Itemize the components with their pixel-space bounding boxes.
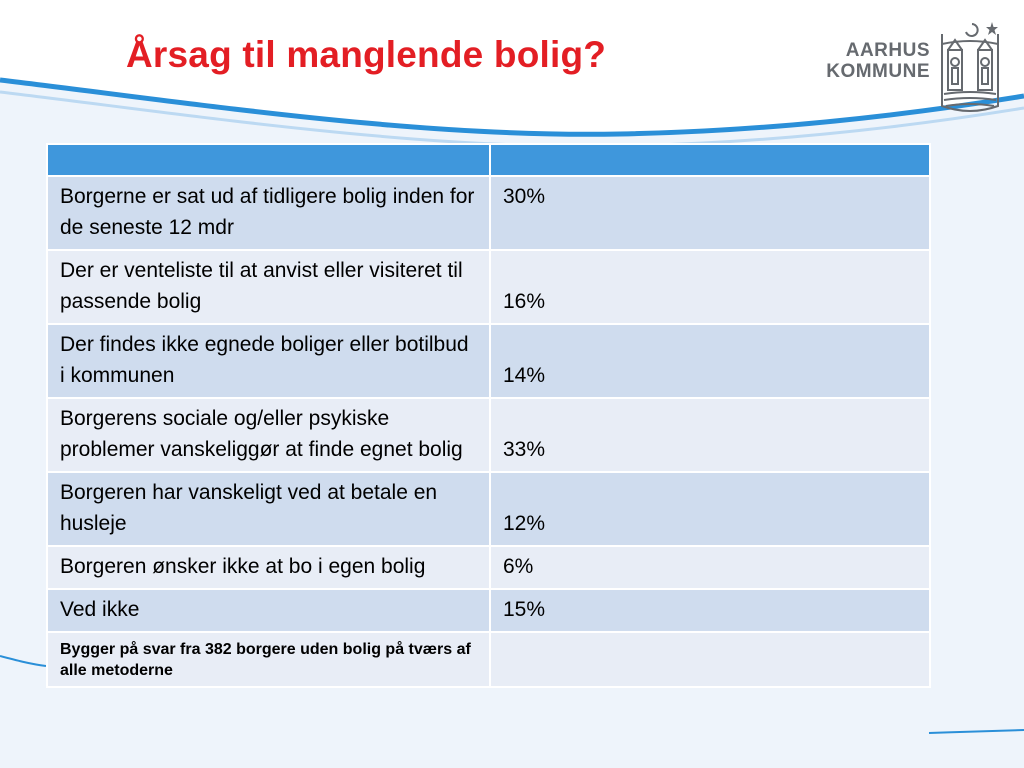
reason-percent: 15%: [489, 588, 931, 633]
table-note-empty-cell: [489, 631, 931, 688]
aarhus-seal-icon: [941, 22, 999, 112]
table-header-cell: [489, 143, 931, 177]
table-row: Borgerne er sat ud af tidligere bolig in…: [46, 175, 931, 251]
reason-label: Ved ikke: [46, 588, 491, 633]
table-row: Borgerens sociale og/eller psykiske prob…: [46, 397, 931, 473]
reason-label: Borgeren ønsker ikke at bo i egen bolig: [46, 545, 491, 590]
table-header-cell: [46, 143, 491, 177]
reason-percent: 12%: [489, 471, 931, 547]
reason-percent: 14%: [489, 323, 931, 399]
reason-percent: 16%: [489, 249, 931, 325]
reason-percent: 33%: [489, 397, 931, 473]
reason-label: Borgerne er sat ud af tidligere bolig in…: [46, 175, 491, 251]
reason-label: Der er venteliste til at anvist eller vi…: [46, 249, 491, 325]
logo-line-1: AARHUS: [845, 40, 930, 61]
reasons-table: Borgerne er sat ud af tidligere bolig in…: [46, 143, 931, 688]
table-row: Borgeren har vanskeligt ved at betale en…: [46, 471, 931, 547]
reason-label: Borgerens sociale og/eller psykiske prob…: [46, 397, 491, 473]
page-title: Årsag til manglende bolig?: [126, 34, 607, 75]
table-header-row: [46, 143, 931, 177]
logo-wordmark: AARHUS KOMMUNE: [822, 40, 930, 82]
table-row: Borgeren ønsker ikke at bo i egen bolig …: [46, 545, 931, 590]
reason-label: Der findes ikke egnede boliger eller bot…: [46, 323, 491, 399]
logo-line-2: KOMMUNE: [826, 61, 930, 82]
reason-percent: 6%: [489, 545, 931, 590]
table-note: Bygger på svar fra 382 borgere uden boli…: [46, 631, 491, 688]
table-note-row: Bygger på svar fra 382 borgere uden boli…: [46, 631, 931, 688]
table-row: Ved ikke 15%: [46, 588, 931, 633]
table-row: Der findes ikke egnede boliger eller bot…: [46, 323, 931, 399]
reason-label: Borgeren har vanskeligt ved at betale en…: [46, 471, 491, 547]
table-row: Der er venteliste til at anvist eller vi…: [46, 249, 931, 325]
reason-percent: 30%: [489, 175, 931, 251]
